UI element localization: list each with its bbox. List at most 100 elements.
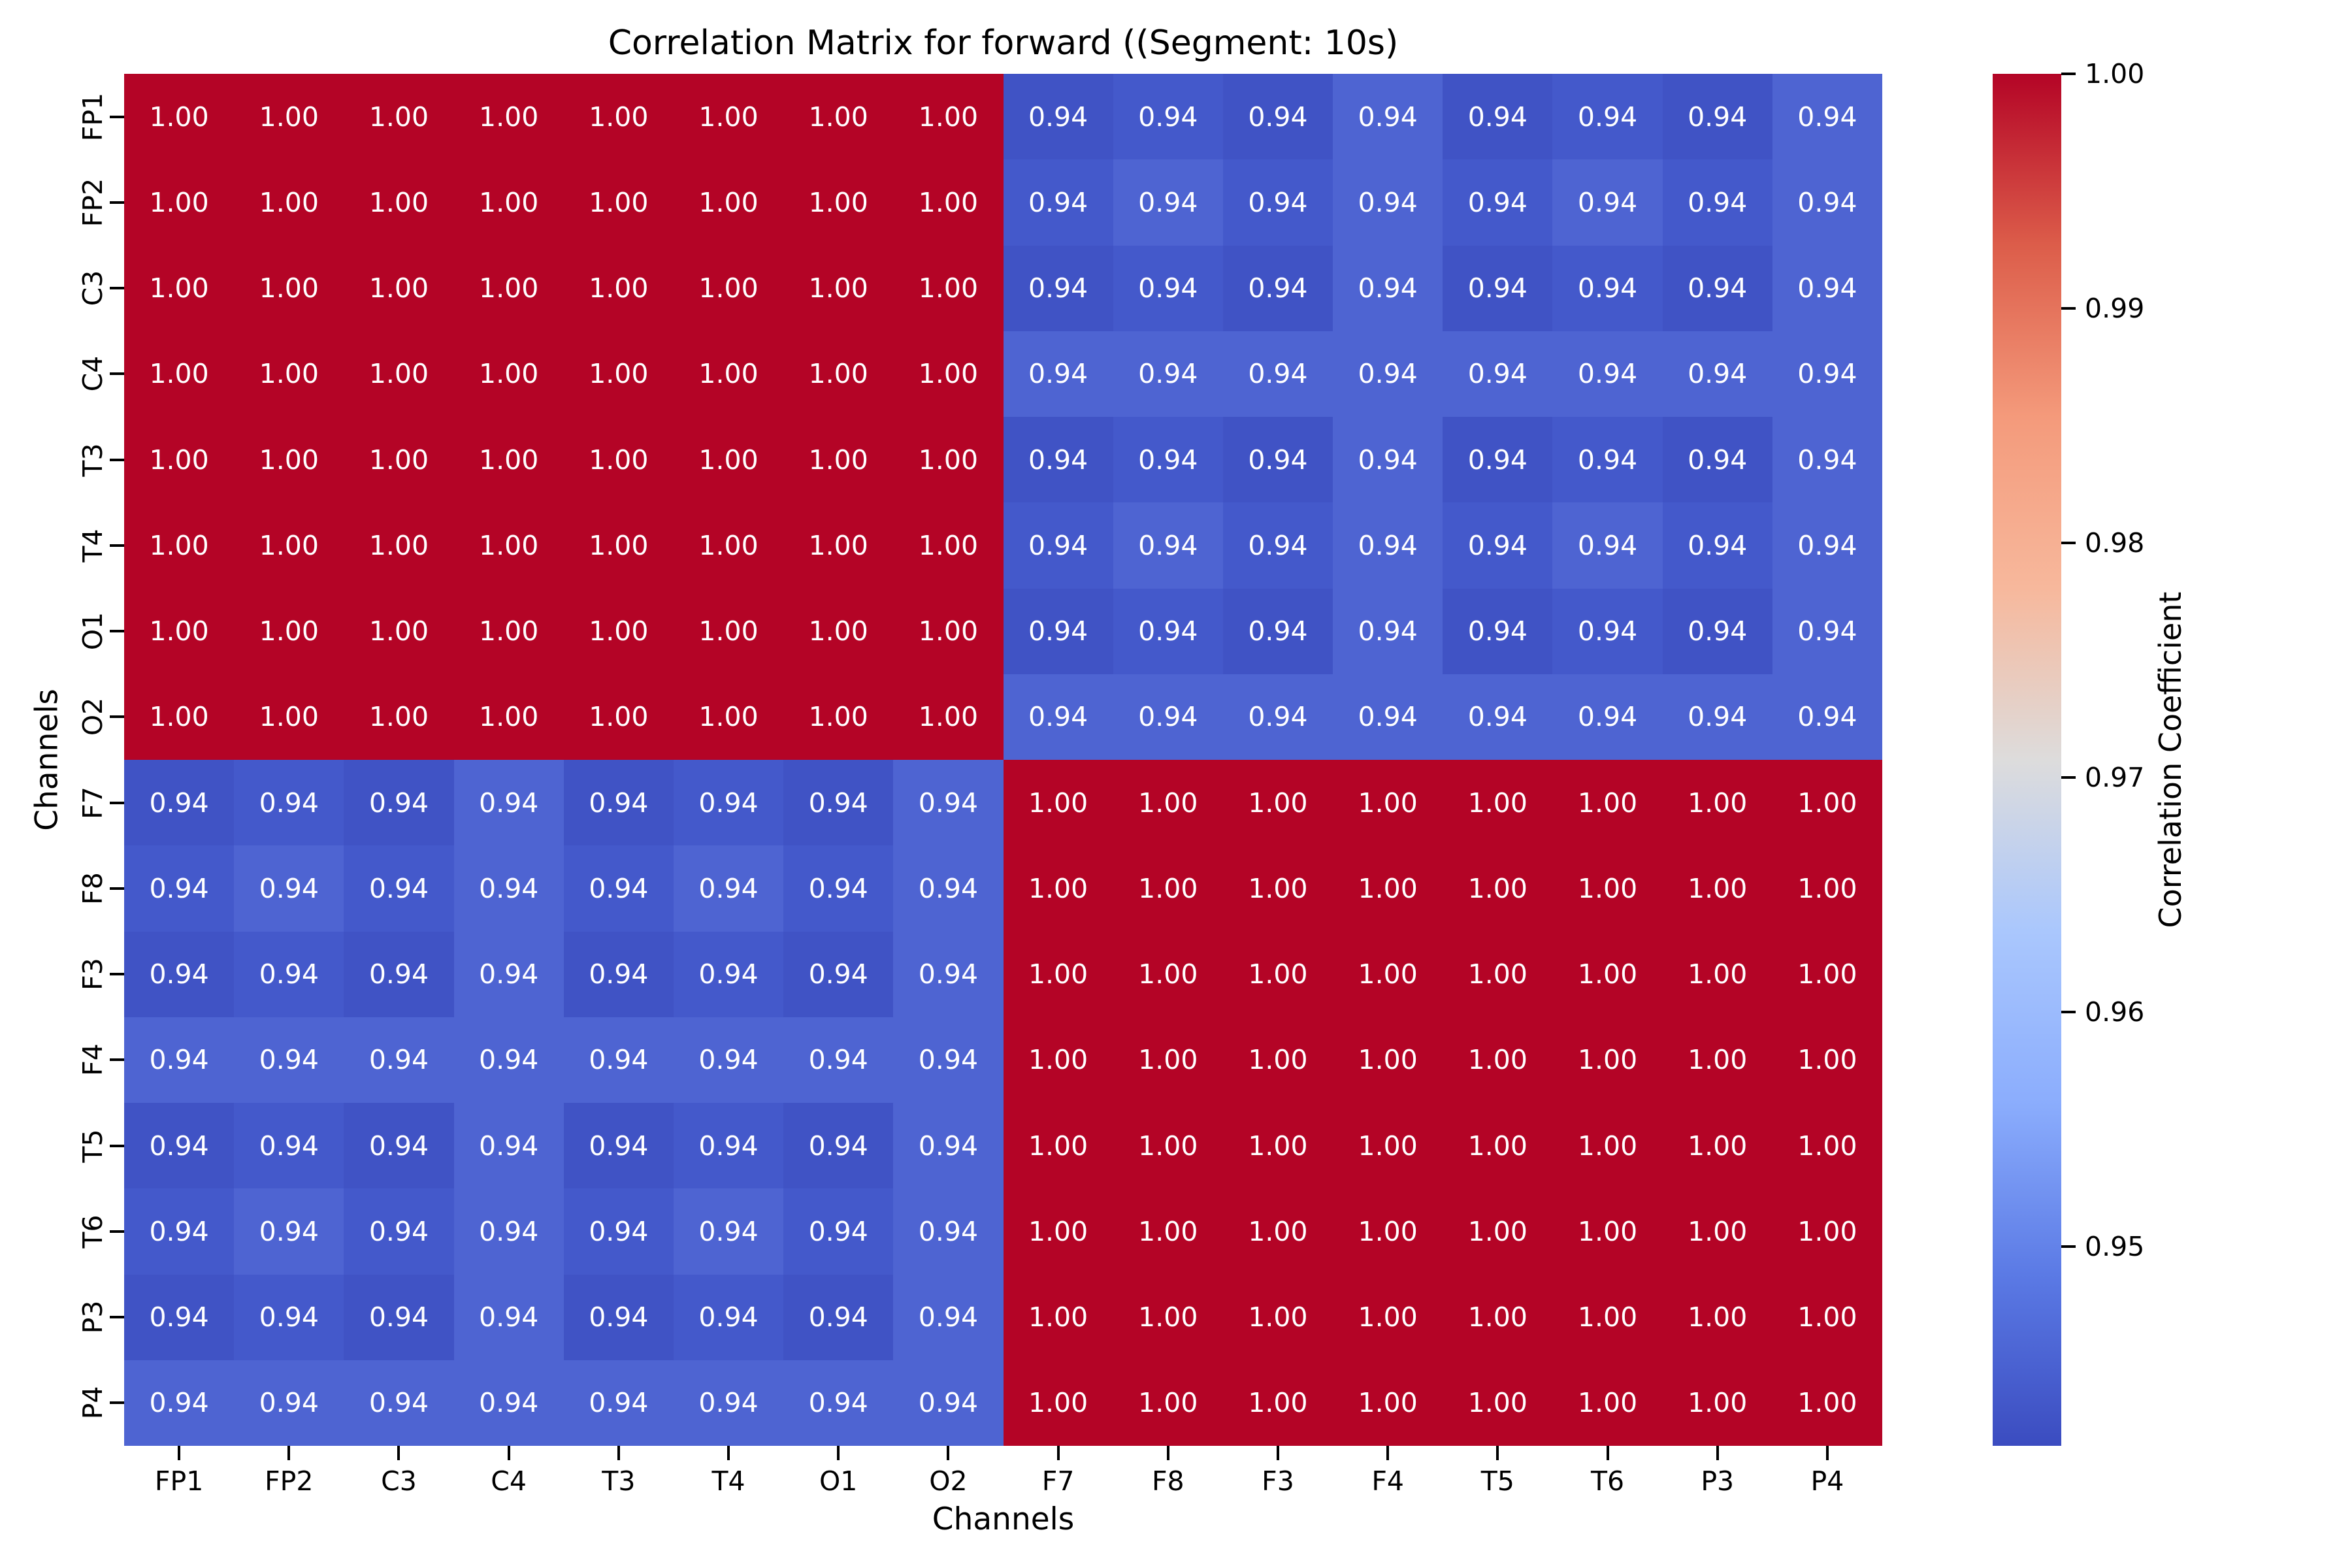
y-tick-mark [110, 715, 124, 719]
x-tick-mark [1386, 1446, 1390, 1460]
heatmap-cell: 1.00 [673, 331, 784, 417]
heatmap-cell: 1.00 [893, 245, 1004, 331]
heatmap-cell: 1.00 [1113, 1188, 1223, 1275]
heatmap-cell: 0.94 [783, 760, 894, 846]
heatmap-cell: 1.00 [1772, 1360, 1882, 1446]
heatmap-cell: 0.94 [1333, 588, 1443, 674]
heatmap-cell: 1.00 [1222, 931, 1333, 1017]
heatmap-cell: 0.94 [673, 1274, 784, 1360]
heatmap-cell: 1.00 [1333, 1188, 1443, 1275]
heatmap-cell: 1.00 [1662, 1360, 1772, 1446]
x-tick-mark [1276, 1446, 1279, 1460]
heatmap-cell: 0.94 [344, 845, 454, 932]
x-tick-mark [1496, 1446, 1499, 1460]
x-tick-label: C4 [491, 1465, 527, 1497]
heatmap-cell: 0.94 [893, 845, 1004, 932]
y-tick-label: C3 [77, 270, 108, 306]
heatmap-cell: 0.94 [234, 1103, 344, 1189]
x-tick-mark [947, 1446, 950, 1460]
heatmap-cell: 1.00 [783, 674, 894, 760]
heatmap-cell: 0.94 [1552, 417, 1663, 503]
heatmap-cell: 1.00 [344, 502, 454, 589]
heatmap-cell: 0.94 [1552, 502, 1663, 589]
heatmap-cell: 0.94 [453, 845, 564, 932]
heatmap-cell: 0.94 [234, 931, 344, 1017]
heatmap-cell: 0.94 [673, 1188, 784, 1275]
heatmap-cell: 0.94 [234, 760, 344, 846]
heatmap-cell: 1.00 [234, 502, 344, 589]
heatmap-cell: 1.00 [1003, 1360, 1113, 1446]
heatmap-cell: 1.00 [453, 245, 564, 331]
heatmap-cell: 0.94 [1443, 159, 1553, 246]
heatmap-cell: 1.00 [1552, 1274, 1663, 1360]
heatmap-cell: 0.94 [1772, 74, 1882, 160]
heatmap-cell: 0.94 [1662, 588, 1772, 674]
heatmap-cell: 0.94 [1222, 245, 1333, 331]
heatmap-cell: 1.00 [453, 331, 564, 417]
y-tick-mark [110, 1058, 124, 1062]
x-tick-label: F4 [1371, 1465, 1404, 1497]
x-tick-label: FP2 [265, 1465, 314, 1497]
y-tick-label: F4 [77, 1043, 108, 1077]
heatmap-cell: 1.00 [1552, 1188, 1663, 1275]
heatmap-cell: 1.00 [1222, 1103, 1333, 1189]
heatmap-cell: 0.94 [563, 1103, 674, 1189]
colorbar [1993, 74, 2061, 1446]
heatmap-cell: 1.00 [1772, 845, 1882, 932]
heatmap-cell: 0.94 [783, 845, 894, 932]
heatmap-cell: 0.94 [1003, 245, 1113, 331]
heatmap-cell: 0.94 [344, 1017, 454, 1103]
y-tick-label: FP2 [77, 178, 108, 227]
y-tick-label: T4 [77, 529, 108, 563]
heatmap-cell: 1.00 [1113, 1017, 1223, 1103]
x-tick-mark [287, 1446, 291, 1460]
heatmap-cell: 1.00 [344, 674, 454, 760]
x-tick-label: T4 [711, 1465, 745, 1497]
heatmap-cell: 0.94 [1443, 417, 1553, 503]
heatmap-cell: 0.94 [1662, 331, 1772, 417]
heatmap-cell: 0.94 [1222, 74, 1333, 160]
y-tick-mark [110, 544, 124, 547]
x-tick-mark [397, 1446, 400, 1460]
y-tick-label: O2 [77, 698, 108, 736]
heatmap-cell: 1.00 [1113, 1274, 1223, 1360]
y-tick-label: C4 [77, 356, 108, 392]
heatmap-cell: 0.94 [1772, 159, 1882, 246]
heatmap-cell: 0.94 [1003, 331, 1113, 417]
heatmap-cell: 1.00 [124, 74, 235, 160]
x-tick-label: O2 [929, 1465, 968, 1497]
heatmap-cell: 1.00 [1333, 1360, 1443, 1446]
x-tick-label: F8 [1151, 1465, 1184, 1497]
heatmap-cell: 1.00 [563, 245, 674, 331]
heatmap-cell: 1.00 [124, 245, 235, 331]
heatmap-cell: 0.94 [344, 760, 454, 846]
heatmap-cell: 1.00 [1662, 931, 1772, 1017]
y-tick-label: F8 [77, 872, 108, 905]
heatmap-cell: 0.94 [234, 1017, 344, 1103]
heatmap-cell: 1.00 [563, 74, 674, 160]
heatmap-cell: 0.94 [344, 1188, 454, 1275]
heatmap-cell: 0.94 [563, 760, 674, 846]
heatmap-cell: 1.00 [673, 245, 784, 331]
y-tick-label: T6 [77, 1215, 108, 1249]
chart-title: Correlation Matrix for forward ((Segment… [608, 24, 1399, 63]
heatmap-cell: 0.94 [1333, 417, 1443, 503]
heatmap-cell: 1.00 [1333, 1274, 1443, 1360]
y-tick-mark [110, 630, 124, 633]
x-tick-label: FP1 [154, 1465, 204, 1497]
heatmap-cell: 1.00 [234, 159, 344, 246]
x-tick-mark [507, 1446, 510, 1460]
heatmap-cell: 1.00 [1333, 845, 1443, 932]
heatmap-cell: 0.94 [1113, 502, 1223, 589]
x-tick-label: T3 [602, 1465, 636, 1497]
heatmap-cell: 1.00 [1443, 1360, 1553, 1446]
heatmap-cell: 0.94 [1222, 159, 1333, 246]
y-tick-label: P3 [77, 1300, 108, 1334]
y-tick-mark [110, 372, 124, 376]
heatmap-cell: 1.00 [783, 74, 894, 160]
heatmap-cell: 1.00 [344, 159, 454, 246]
heatmap-cell: 0.94 [673, 931, 784, 1017]
colorbar-tick-mark [2061, 73, 2076, 75]
heatmap-cell: 0.94 [1552, 588, 1663, 674]
heatmap-cell: 1.00 [563, 588, 674, 674]
